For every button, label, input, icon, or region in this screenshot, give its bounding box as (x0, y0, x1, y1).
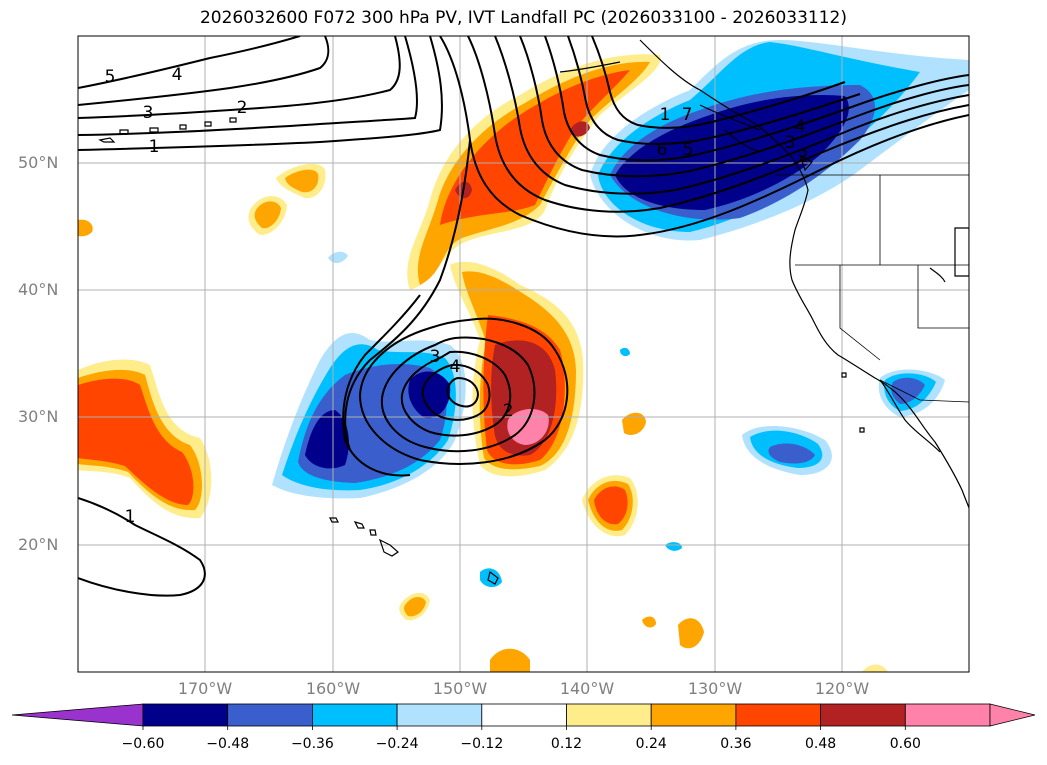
colorbar-tick-label: −0.60 (121, 736, 165, 752)
colorbar-tick-label: 0.48 (805, 736, 837, 752)
contour-label: 4 (172, 65, 183, 85)
colorbar-tick-label: −0.48 (206, 736, 250, 752)
pv-blob-positive-4-orange (404, 596, 426, 617)
colorbar-bin (820, 703, 906, 727)
colorbar-bin (735, 703, 822, 727)
contour-label: 2 (798, 147, 809, 167)
colorbar-tick-label: −0.36 (290, 736, 334, 752)
colorbar-tick-label: 0.12 (550, 736, 583, 752)
contour-label: 1 (125, 507, 136, 527)
contour-label: 5 (683, 140, 694, 160)
pv-blob-positive-9 (862, 664, 888, 672)
pv-blob-positive-10 (642, 616, 656, 628)
colorbar-bin (311, 703, 398, 727)
colorbar-bin (566, 703, 652, 727)
lon-label: 120°W (814, 679, 870, 698)
contour-label: 2 (237, 98, 248, 118)
map-title: 2026032600 F072 300 hPa PV, IVT Landfall… (199, 8, 847, 28)
gridlines (78, 36, 969, 672)
lat-label: 30°N (18, 407, 59, 426)
pv-positive-west-red (78, 378, 194, 505)
pv-positive-spot-2 (570, 121, 590, 137)
pv-blob-negative-2-blue (891, 377, 925, 404)
pv-negative-cutoff-navy-2 (408, 371, 451, 419)
contour-label: 7 (682, 105, 693, 125)
pv-blob-negative-5 (328, 251, 348, 264)
pv-blob-positive-8 (78, 219, 93, 237)
pv-blob-negative-6 (620, 347, 630, 357)
pv-blob-positive-1-orange (285, 169, 319, 193)
colorbar-tick-label: 0.24 (635, 736, 667, 752)
contour-label: 3 (785, 133, 796, 153)
colorbar-bin (904, 703, 991, 727)
colorbar-tick-label: −0.12 (460, 736, 504, 752)
lon-label: 150°W (432, 679, 488, 698)
pv-blob-positive-5 (622, 412, 646, 435)
colorbar-tick-label: 0.36 (720, 736, 752, 752)
pv-blob-negative-4 (665, 542, 682, 551)
contour-label: 1 (660, 105, 671, 125)
contour-label: 6 (657, 140, 668, 160)
ivt-contours (78, 36, 969, 597)
colorbar-bin (481, 703, 567, 727)
pv-blob-negative-1-blue (768, 443, 815, 464)
country-borders (775, 155, 969, 403)
lat-label: 50°N (18, 153, 59, 172)
contour-label: 1 (149, 137, 160, 157)
contour-label: 4 (450, 357, 461, 377)
pv-negative-trough-navy (615, 94, 849, 210)
lon-label: 170°W (177, 679, 233, 698)
contour-label: 4 (795, 117, 806, 137)
lon-label: 130°W (687, 679, 743, 698)
colorbar-bin (396, 703, 483, 727)
pv-positive-mid-pink (507, 408, 549, 445)
colorbar-extend-max (989, 703, 1036, 727)
lon-label: 160°W (305, 679, 361, 698)
contour-label: 3 (430, 347, 441, 367)
colorbar-tick-label: 0.60 (889, 736, 921, 752)
colorbar-tick-label: −0.24 (375, 736, 419, 752)
colorbar-extend-min (11, 703, 144, 727)
pv-blob-positive-7 (490, 648, 530, 672)
lat-label: 40°N (18, 280, 59, 299)
lon-label: 140°W (559, 679, 615, 698)
colorbar (11, 703, 1036, 730)
colorbar-bin (142, 703, 229, 727)
contour-label: 2 (503, 401, 514, 421)
map-frame (77, 35, 970, 673)
pv-blob-positive-3-red (594, 486, 628, 525)
pv-blob-positive-2-orange (254, 201, 281, 229)
contour-label: 3 (143, 103, 154, 123)
pv-negative-cutoff-navy-1 (305, 410, 349, 469)
contour-label: 5 (105, 67, 116, 87)
lat-label: 20°N (18, 535, 59, 554)
colorbar-bin (650, 703, 737, 727)
pv-blob-positive-6 (678, 618, 704, 649)
pv-blob-negative-3 (480, 568, 502, 588)
colorbar-bin (227, 703, 313, 727)
